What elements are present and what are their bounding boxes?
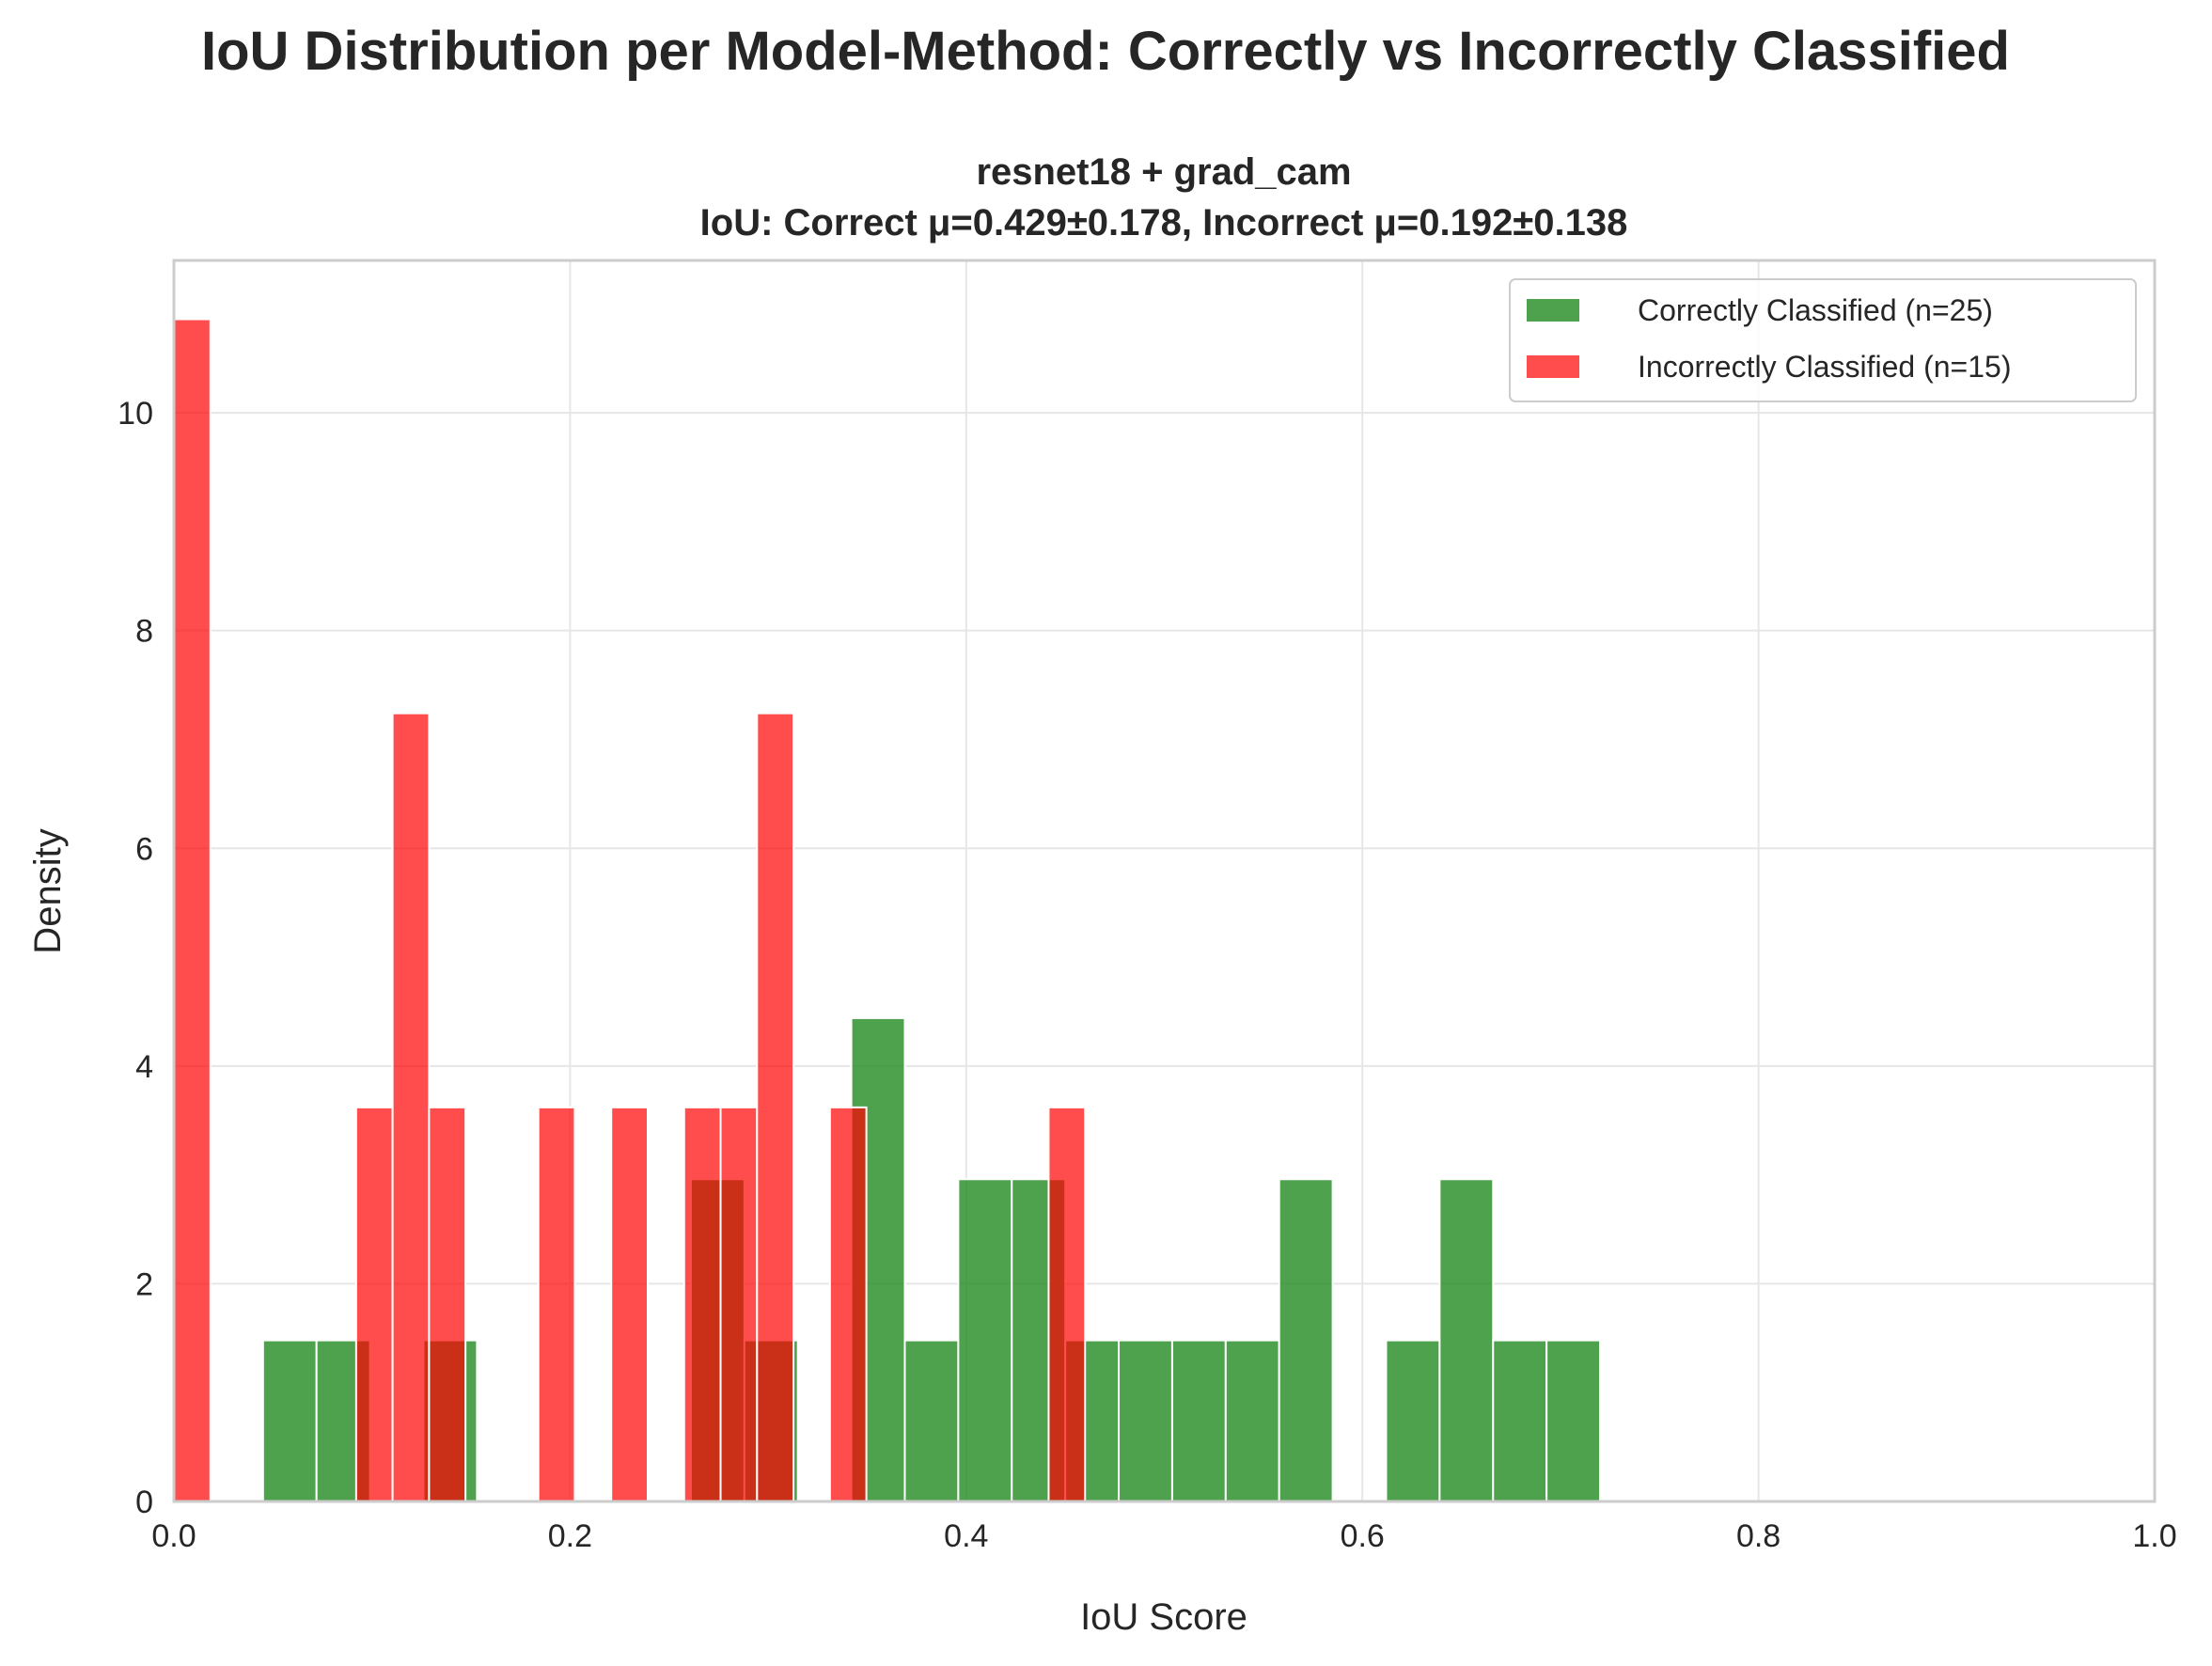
legend-label-correct: Correctly Classified (n=25) — [1638, 293, 1993, 327]
bar-correct — [1118, 1339, 1173, 1503]
bar-correct — [261, 1339, 318, 1503]
legend: Correctly Classified (n=25) Incorrectly … — [1509, 278, 2137, 402]
bar-incorrect — [173, 318, 212, 1502]
y-tick-label: 0 — [135, 1485, 153, 1520]
legend-box — [1509, 278, 2137, 402]
bar-correct — [1224, 1339, 1280, 1503]
axes-title-line1: resnet18 + grad_cam — [976, 151, 1351, 193]
bar-correct — [957, 1178, 1013, 1503]
legend-swatch-incorrect — [1527, 355, 1579, 378]
y-tick-label: 6 — [135, 831, 153, 867]
x-tick-label: 0.0 — [151, 1518, 196, 1554]
y-tick-label: 4 — [135, 1049, 153, 1085]
y-axis-label: Density — [27, 828, 69, 953]
x-tick-labels: 0.0 0.2 0.4 0.6 0.8 1.0 — [151, 1518, 2176, 1554]
bar-incorrect — [428, 1106, 467, 1503]
bar-incorrect — [537, 1106, 576, 1503]
x-tick-label: 0.8 — [1736, 1518, 1781, 1554]
x-axis-label: IoU Score — [1080, 1596, 1247, 1638]
x-tick-label: 0.4 — [944, 1518, 988, 1554]
bar-incorrect — [682, 1106, 722, 1503]
bar-correct — [1385, 1339, 1441, 1503]
y-tick-label: 2 — [135, 1266, 153, 1302]
x-tick-label: 1.0 — [2132, 1518, 2176, 1554]
axes-title-line2: IoU: Correct μ=0.429±0.178, Incorrect μ=… — [700, 202, 1628, 244]
y-tick-label: 8 — [135, 614, 153, 650]
bar-correct — [1545, 1339, 1602, 1503]
bar-correct — [903, 1339, 960, 1503]
series-correct-bars — [261, 1016, 1602, 1503]
x-tick-label: 0.6 — [1341, 1518, 1385, 1554]
x-tick-label: 0.2 — [548, 1518, 592, 1554]
bar-correct — [1438, 1178, 1495, 1503]
figure-suptitle: IoU Distribution per Model-Method: Corre… — [201, 21, 2010, 82]
legend-label-incorrect: Incorrectly Classified (n=15) — [1638, 350, 2011, 384]
bar-incorrect — [610, 1106, 649, 1503]
plot-frame — [172, 259, 2157, 1503]
bar-incorrect — [354, 1106, 394, 1503]
y-tick-labels: 0 2 4 6 8 10 — [118, 396, 153, 1520]
grid-lines — [173, 260, 2156, 1502]
bar-incorrect — [756, 712, 795, 1502]
bar-correct — [1170, 1339, 1227, 1503]
legend-swatch-correct — [1527, 299, 1579, 322]
series-incorrect-bars — [173, 318, 1087, 1503]
y-tick-label: 10 — [118, 396, 153, 432]
bar-incorrect — [1047, 1106, 1087, 1503]
bar-correct — [1278, 1178, 1334, 1503]
bar-correct — [1492, 1339, 1548, 1503]
bar-incorrect — [828, 1106, 868, 1503]
bar-incorrect — [719, 1106, 759, 1503]
bar-incorrect — [391, 712, 431, 1502]
